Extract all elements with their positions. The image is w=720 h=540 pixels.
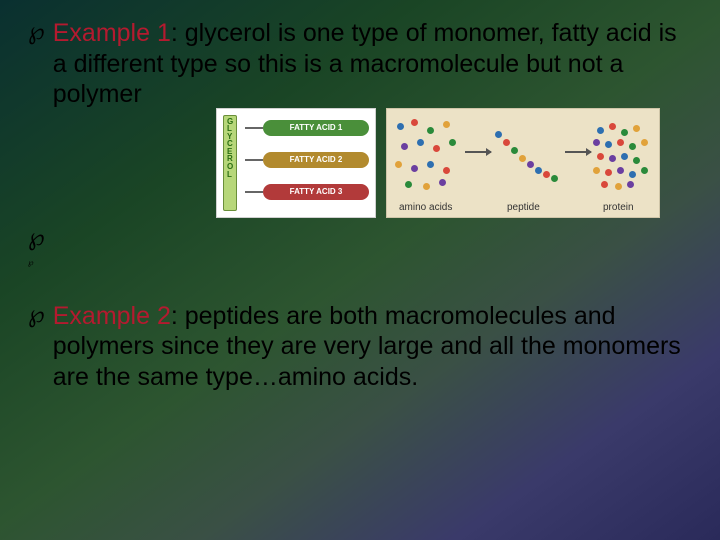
diagram-label: amino acids xyxy=(399,202,452,213)
diagram-label: peptide xyxy=(507,202,540,213)
molecule-dot xyxy=(443,121,450,128)
molecule-dot xyxy=(593,139,600,146)
molecule-dot xyxy=(427,127,434,134)
molecule-dot xyxy=(593,167,600,174)
molecule-dot xyxy=(627,181,634,188)
spacer-bullets: ℘ ℘ xyxy=(28,224,692,271)
molecule-dot xyxy=(597,127,604,134)
example2-block: ℘ Example 2: peptides are both macromole… xyxy=(28,301,692,393)
molecule-dot xyxy=(621,129,628,136)
example1-label: Example 1 xyxy=(53,19,171,47)
molecule-dot xyxy=(609,155,616,162)
fatty-acid-row: FATTY ACID 2 xyxy=(245,151,369,169)
molecule-dot xyxy=(641,139,648,146)
molecule-dot xyxy=(615,183,622,190)
fatty-acid-row: FATTY ACID 3 xyxy=(245,183,369,201)
molecule-dot xyxy=(401,143,408,150)
bullet-icon: ℘ xyxy=(28,301,45,330)
fatty-acid-row: FATTY ACID 1 xyxy=(245,119,369,137)
molecule-dot xyxy=(439,179,446,186)
molecule-dot xyxy=(397,123,404,130)
glycerol-diagram: GLYCEROL FATTY ACID 1 FATTY ACID 2 FATTY AC… xyxy=(216,108,376,218)
arrow-icon xyxy=(465,151,491,153)
molecule-dot xyxy=(597,153,604,160)
diagram-row: GLYCEROL FATTY ACID 1 FATTY ACID 2 FATTY AC… xyxy=(216,108,692,218)
glycerol-letters: GLYCEROL xyxy=(223,115,237,211)
bullet-icon: ℘ xyxy=(28,224,45,253)
molecule-dot xyxy=(633,157,640,164)
molecule-dot xyxy=(527,161,534,168)
arrow-icon xyxy=(565,151,591,153)
example1-block: ℘ Example 1: glycerol is one type of mon… xyxy=(28,18,692,110)
example2-text: Example 2: peptides are both macromolecu… xyxy=(53,301,692,393)
molecule-dot xyxy=(411,165,418,172)
molecule-dot xyxy=(629,171,636,178)
molecule-dot xyxy=(405,181,412,188)
molecule-dot xyxy=(495,131,502,138)
molecule-dot xyxy=(633,125,640,132)
molecule-dot xyxy=(605,141,612,148)
diagram-label: protein xyxy=(603,202,634,213)
molecule-dot xyxy=(417,139,424,146)
molecule-dot xyxy=(605,169,612,176)
fatty-acid-pill: FATTY ACID 2 xyxy=(263,152,369,168)
peptide-diagram: amino acids peptide protein xyxy=(386,108,660,218)
molecule-dot xyxy=(551,175,558,182)
molecule-dot xyxy=(395,161,402,168)
example2-label: Example 2 xyxy=(53,302,171,330)
fatty-acid-pill: FATTY ACID 3 xyxy=(263,184,369,200)
molecule-dot xyxy=(629,143,636,150)
molecule-dot xyxy=(617,139,624,146)
bullet-icon: ℘ xyxy=(28,18,45,47)
molecule-dot xyxy=(535,167,542,174)
molecule-dot xyxy=(411,119,418,126)
molecule-dot xyxy=(519,155,526,162)
molecule-dot xyxy=(511,147,518,154)
bullet-icon-small: ℘ xyxy=(28,256,34,270)
molecule-dot xyxy=(601,181,608,188)
molecule-dot xyxy=(503,139,510,146)
example1-text: Example 1: glycerol is one type of monom… xyxy=(53,18,692,110)
molecule-dot xyxy=(609,123,616,130)
molecule-dot xyxy=(621,153,628,160)
molecule-dot xyxy=(449,139,456,146)
molecule-dot xyxy=(543,171,550,178)
molecule-dot xyxy=(641,167,648,174)
molecule-dot xyxy=(617,167,624,174)
molecule-dot xyxy=(427,161,434,168)
molecule-dot xyxy=(443,167,450,174)
fatty-acid-pill: FATTY ACID 1 xyxy=(263,120,369,136)
molecule-dot xyxy=(423,183,430,190)
molecule-dot xyxy=(433,145,440,152)
